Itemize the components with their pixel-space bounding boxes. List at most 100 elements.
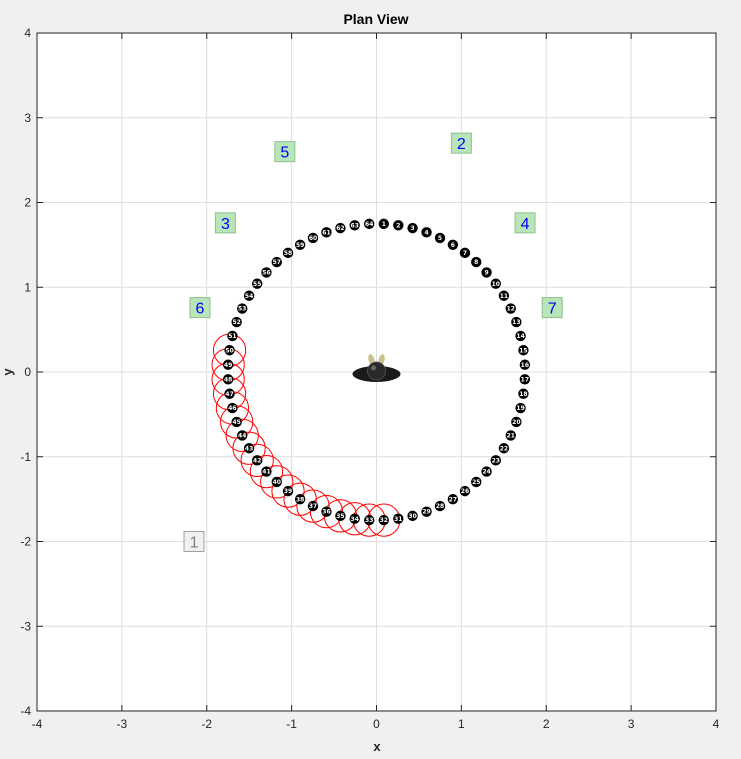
landmark-box	[183, 531, 205, 552]
waypoint-marker: 4	[421, 227, 432, 238]
waypoint-marker: 1	[378, 218, 389, 230]
waypoint-dot	[349, 513, 360, 524]
waypoint-label: 38	[296, 496, 304, 503]
waypoint-dot	[261, 267, 272, 278]
x-tick-label: -1	[286, 717, 297, 731]
waypoint-label: 16	[521, 362, 529, 369]
waypoint-label: 13	[512, 319, 520, 326]
visited-circle	[225, 418, 259, 453]
waypoint-dot	[237, 303, 248, 314]
waypoint-marker: 12	[505, 303, 516, 314]
waypoint-label: 24	[482, 469, 490, 476]
waypoint-label: 61	[322, 229, 330, 236]
waypoint-label: 29	[422, 509, 430, 516]
waypoint-marker: 39	[282, 485, 294, 497]
waypoint-marker: 21	[505, 430, 516, 441]
waypoint-dot	[251, 278, 263, 289]
waypoint-label: 19	[516, 405, 524, 412]
waypoint-label: 53	[238, 306, 246, 313]
waypoint-marker: 25	[471, 476, 482, 488]
y-tick-label: 2	[24, 196, 31, 210]
waypoint-label: 17	[521, 376, 529, 383]
landmarks: 123 456 7	[183, 132, 563, 552]
waypoint-marker: 41	[261, 466, 272, 477]
waypoint-marker: 53	[237, 303, 248, 314]
waypoint-label: 57	[273, 259, 281, 266]
waypoint-marker: 37	[307, 500, 319, 512]
waypoint-label: 51	[228, 333, 236, 340]
waypoint-dot	[490, 278, 502, 289]
waypoint-dot	[519, 374, 531, 385]
waypoint-marker: 32	[378, 514, 389, 526]
waypoint-dot	[224, 345, 235, 356]
waypoint-marker: 5	[434, 232, 446, 244]
waypoint-marker: 45	[231, 416, 242, 428]
waypoint-label: 58	[284, 250, 292, 257]
waypoint-dot	[307, 232, 319, 244]
waypoint-label: 45	[232, 419, 240, 426]
waypoint-dot	[321, 506, 332, 517]
landmark-box	[514, 212, 536, 234]
waypoint-label: 32	[380, 517, 388, 524]
waypoint-label: 43	[245, 445, 253, 452]
waypoint-marker: 14	[515, 330, 526, 342]
waypoint-marker: 43	[243, 443, 255, 454]
landmark: 4	[514, 212, 536, 234]
waypoint-dot	[237, 430, 248, 441]
waypoint-dot	[511, 316, 522, 328]
waypoint-marker: 33	[364, 514, 375, 526]
waypoint-dot	[349, 220, 360, 231]
waypoint-marker: 8	[471, 256, 482, 268]
landmark: 5	[274, 141, 296, 163]
y-axis-label: y	[0, 368, 15, 376]
x-tick-label: 0	[373, 717, 380, 731]
waypoint-dot	[515, 330, 526, 342]
waypoint-marker: 20	[511, 416, 522, 428]
waypoint-dot	[321, 227, 332, 238]
waypoint-marker: 2	[393, 220, 404, 231]
waypoint-label: 39	[284, 488, 292, 495]
waypoint-marker: 23	[490, 455, 502, 466]
waypoint-dot	[447, 494, 459, 505]
waypoint-marker: 47	[224, 388, 235, 399]
y-tick-label: 1	[24, 280, 31, 294]
waypoint-label: 40	[273, 479, 281, 486]
waypoint-marker: 52	[231, 316, 242, 328]
visited-circle	[283, 482, 317, 516]
x-axis-label: x	[373, 739, 381, 754]
y-tick-label: -2	[20, 535, 31, 549]
waypoint-label: 22	[500, 445, 508, 452]
waypoint-marker: 31	[393, 513, 404, 524]
waypoint-label: 48	[224, 376, 232, 383]
visited-circle	[260, 465, 294, 499]
waypoint-marker: 17	[519, 374, 531, 385]
waypoint-label: 44	[238, 433, 246, 440]
waypoint-dot	[505, 303, 516, 314]
waypoint-marker: 6	[447, 239, 459, 250]
landmark-box	[541, 297, 563, 319]
waypoint-dot	[261, 466, 272, 477]
waypoint-dot	[421, 506, 432, 517]
waypoint-label: 7	[463, 250, 467, 257]
waypoint-label: 60	[309, 235, 317, 242]
waypoint-label: 31	[394, 516, 402, 523]
waypoint-dot	[434, 232, 446, 244]
waypoint-marker: 22	[498, 443, 510, 454]
waypoint-marker: 59	[294, 239, 306, 250]
waypoint-label: 33	[365, 517, 373, 524]
waypoint-dot	[471, 256, 482, 268]
waypoint-dot	[434, 500, 446, 512]
waypoint-label: 11	[500, 293, 508, 300]
waypoint-marker: 27	[447, 494, 459, 505]
waypoint-dot	[505, 430, 516, 441]
waypoint-dot	[282, 247, 294, 259]
x-tick-label: -3	[117, 717, 128, 731]
waypoint-dot	[227, 402, 238, 414]
waypoint-marker: 11	[498, 290, 510, 301]
waypoint-marker: 36	[321, 506, 332, 517]
waypoint-dot	[294, 494, 306, 505]
waypoint-label: 23	[492, 457, 500, 464]
waypoint-dot	[271, 476, 282, 488]
waypoint-marker: 56	[261, 267, 272, 278]
